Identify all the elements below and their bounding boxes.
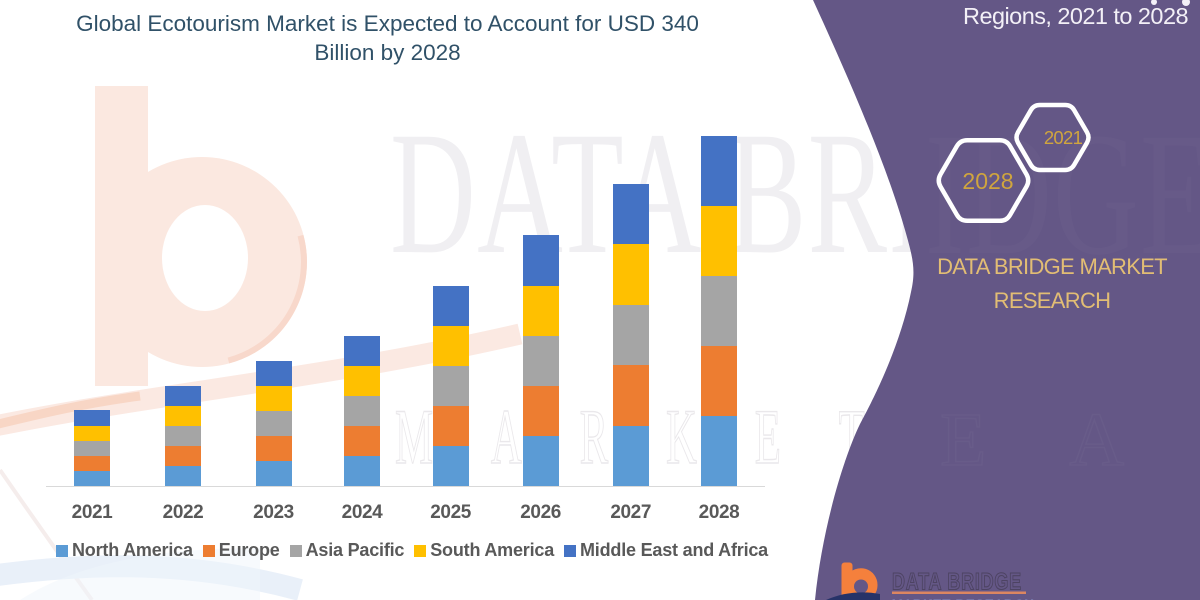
svg-text:2028: 2028 — [962, 168, 1013, 194]
svg-text:DATA BRIDGE: DATA BRIDGE — [892, 569, 1022, 595]
svg-text:2021: 2021 — [1044, 127, 1083, 148]
svg-text:MARKET RESEARCH: MARKET RESEARCH — [892, 598, 1035, 600]
svg-text:E A R C H: E A R C H — [940, 398, 1200, 482]
